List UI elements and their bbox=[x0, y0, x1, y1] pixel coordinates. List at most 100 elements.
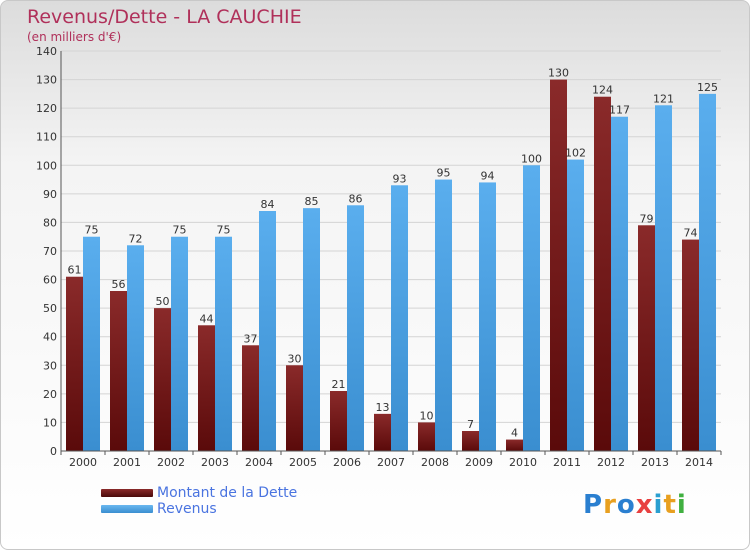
x-tick-label: 2010 bbox=[509, 456, 537, 469]
data-label: 21 bbox=[332, 378, 346, 391]
bar-revenue bbox=[611, 116, 628, 451]
bar-debt bbox=[110, 291, 127, 451]
bar-revenue bbox=[479, 182, 496, 451]
legend-item-revenue: Revenus bbox=[101, 501, 297, 517]
legend-swatch-revenue bbox=[101, 505, 153, 513]
bar-debt bbox=[330, 391, 347, 451]
data-label: 85 bbox=[305, 195, 319, 208]
x-tick-label: 2005 bbox=[289, 456, 317, 469]
bar-debt bbox=[286, 365, 303, 451]
y-tick-label: 120 bbox=[36, 102, 57, 115]
data-label: 95 bbox=[437, 167, 451, 180]
bar-debt bbox=[154, 308, 171, 451]
data-label: 84 bbox=[261, 198, 275, 211]
data-label: 30 bbox=[288, 352, 302, 365]
data-label: 75 bbox=[173, 224, 187, 237]
bar-revenue bbox=[523, 165, 540, 452]
y-tick-label: 70 bbox=[43, 245, 57, 258]
x-tick-label: 2008 bbox=[421, 456, 449, 469]
data-label: 44 bbox=[200, 312, 214, 325]
data-label: 75 bbox=[85, 224, 99, 237]
y-tick-label: 20 bbox=[43, 388, 57, 401]
bar-revenue bbox=[303, 208, 320, 451]
y-tick-label: 30 bbox=[43, 359, 57, 372]
legend-item-debt: Montant de la Dette bbox=[101, 485, 297, 501]
data-label: 7 bbox=[467, 418, 474, 431]
bar-debt bbox=[462, 431, 479, 451]
y-tick-label: 110 bbox=[36, 131, 57, 144]
x-tick-label: 2007 bbox=[377, 456, 405, 469]
logo-letter: i bbox=[676, 490, 687, 520]
bar-debt bbox=[242, 345, 259, 451]
data-label: 4 bbox=[511, 427, 518, 440]
y-tick-label: 140 bbox=[36, 45, 57, 58]
y-tick-label: 50 bbox=[43, 302, 57, 315]
logo-letter: i bbox=[653, 490, 664, 520]
y-tick-label: 40 bbox=[43, 331, 57, 344]
proxiti-logo: Proxiti bbox=[583, 490, 687, 520]
data-label: 13 bbox=[376, 401, 390, 414]
x-tick-label: 2001 bbox=[113, 456, 141, 469]
bar-revenue bbox=[391, 185, 408, 452]
y-tick-label: 0 bbox=[50, 445, 57, 458]
data-label: 56 bbox=[112, 278, 126, 291]
x-tick-label: 2003 bbox=[201, 456, 229, 469]
y-tick-label: 90 bbox=[43, 188, 57, 201]
data-label: 10 bbox=[420, 409, 434, 422]
data-label: 75 bbox=[217, 224, 231, 237]
bar-debt bbox=[198, 325, 215, 451]
bar-revenue bbox=[655, 105, 672, 452]
x-tick-label: 2011 bbox=[553, 456, 581, 469]
y-tick-label: 10 bbox=[43, 416, 57, 429]
bar-debt bbox=[594, 96, 611, 451]
data-label: 79 bbox=[640, 212, 654, 225]
data-label: 37 bbox=[244, 332, 258, 345]
x-tick-label: 2012 bbox=[597, 456, 625, 469]
y-tick-label: 80 bbox=[43, 216, 57, 229]
data-label: 102 bbox=[565, 147, 586, 160]
data-label: 50 bbox=[156, 295, 170, 308]
x-tick-label: 2006 bbox=[333, 456, 361, 469]
legend-label-debt: Montant de la Dette bbox=[157, 485, 298, 501]
x-tick-label: 2009 bbox=[465, 456, 493, 469]
bar-revenue bbox=[347, 205, 364, 451]
bar-debt bbox=[550, 79, 567, 452]
logo-letter: x bbox=[635, 490, 654, 520]
bar-revenue bbox=[83, 236, 100, 451]
data-label: 61 bbox=[68, 264, 82, 277]
data-label: 94 bbox=[481, 169, 495, 182]
data-label: 74 bbox=[684, 227, 698, 240]
bar-revenue bbox=[127, 245, 144, 451]
x-tick-label: 2004 bbox=[245, 456, 273, 469]
y-tick-label: 100 bbox=[36, 159, 57, 172]
bar-revenue bbox=[215, 236, 232, 451]
logo-letter: o bbox=[616, 490, 636, 520]
chart-title: Revenus/Dette - LA CAUCHIE bbox=[27, 6, 302, 28]
bar-revenue bbox=[259, 211, 276, 451]
legend: Montant de la Dette Revenus bbox=[101, 485, 297, 517]
data-label: 125 bbox=[697, 81, 718, 94]
bar-debt bbox=[638, 225, 655, 451]
data-label: 124 bbox=[592, 84, 613, 97]
data-label: 72 bbox=[129, 232, 143, 245]
x-tick-label: 2014 bbox=[685, 456, 713, 469]
legend-swatch-debt bbox=[101, 489, 153, 497]
bar-revenue bbox=[567, 159, 584, 452]
data-label: 117 bbox=[609, 104, 630, 117]
bar-debt bbox=[506, 439, 523, 451]
data-label: 130 bbox=[548, 67, 569, 80]
chart-subtitle: (en milliers d'€) bbox=[27, 30, 122, 44]
y-tick-label: 130 bbox=[36, 74, 57, 87]
y-tick-label: 60 bbox=[43, 274, 57, 287]
data-label: 86 bbox=[349, 192, 363, 205]
data-label: 93 bbox=[393, 172, 407, 185]
bar-debt bbox=[66, 276, 83, 451]
logo-letter: P bbox=[583, 490, 604, 520]
bar-revenue bbox=[171, 236, 188, 451]
bar-debt bbox=[418, 422, 435, 451]
bar-revenue bbox=[699, 93, 716, 451]
bar-debt bbox=[682, 239, 699, 451]
data-label: 121 bbox=[653, 92, 674, 105]
